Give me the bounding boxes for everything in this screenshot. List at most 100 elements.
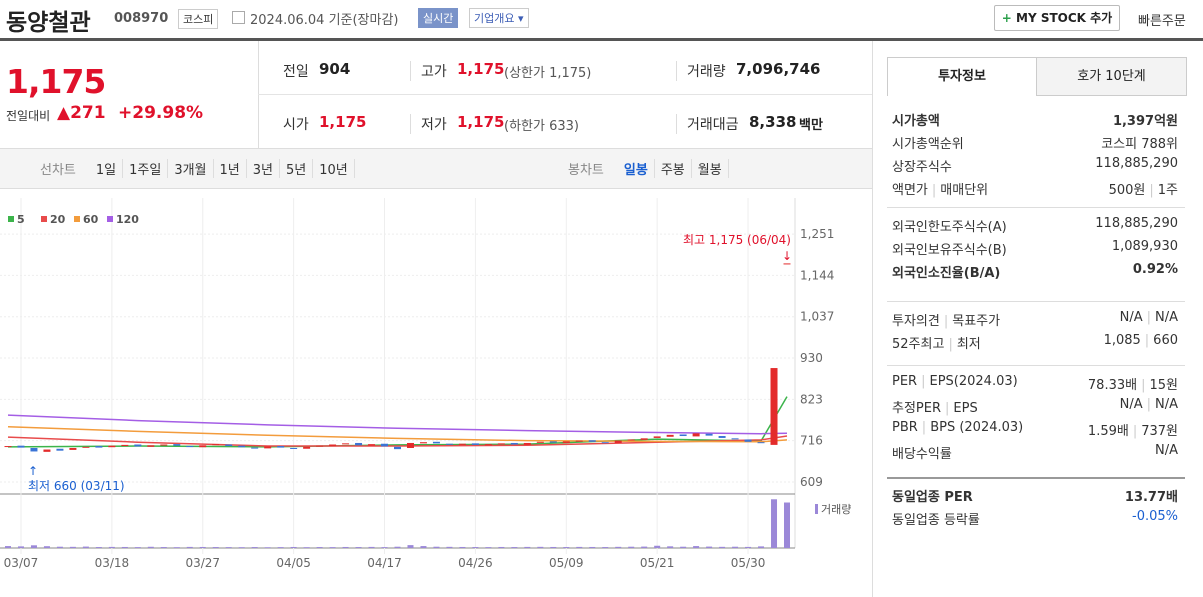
x-tick-label: 04/26 <box>458 556 493 570</box>
volume-bar <box>381 547 388 548</box>
candle <box>355 442 363 446</box>
candle <box>238 445 246 448</box>
x-tick-label: 05/09 <box>549 556 584 570</box>
volume-bar <box>303 547 310 548</box>
value-text: 1주 <box>1157 183 1178 198</box>
toolbar-tab[interactable]: 주봉 <box>661 159 692 178</box>
volume-bar <box>186 546 193 548</box>
candle <box>575 440 583 442</box>
base-date: 2024.06.04 기준(장마감) <box>250 13 399 28</box>
info-label: 상장주식수 <box>892 156 952 175</box>
volume-bar <box>394 546 401 548</box>
volume-bar <box>576 546 583 548</box>
volume-bar <box>498 546 505 548</box>
realtime-badge[interactable]: 실시간 <box>418 8 459 28</box>
label-text: 배당수익률 <box>892 447 952 462</box>
label-text: 추정PER <box>892 401 942 416</box>
candle <box>147 445 155 447</box>
info-row: PBR | BPS (2024.03) 1.59배 | 737원 <box>892 420 1178 439</box>
separator: | <box>948 337 953 352</box>
volume-bar <box>121 546 128 548</box>
value-text: 13.77배 <box>1124 490 1178 505</box>
toolbar-tab[interactable]: 1일 <box>96 159 124 178</box>
volume-bar <box>693 546 700 548</box>
annotation-arrow: ↓ <box>782 249 792 263</box>
volume-bar <box>511 547 518 548</box>
current-price: 1,175 <box>6 62 106 101</box>
moving-average <box>7 425 788 443</box>
quote-label: 거래량 <box>676 61 726 81</box>
value-text: 78.33배 <box>1087 378 1138 393</box>
label-text: 동일업종 등락률 <box>892 513 980 528</box>
chart-toolbar <box>0 148 872 189</box>
candle <box>484 444 492 446</box>
value-text: 1,085 <box>1103 333 1141 348</box>
info-row: 52주최고 | 최저 1,085 | 660 <box>892 333 1178 352</box>
volume-bar <box>641 546 648 548</box>
candle <box>56 448 64 451</box>
info-label: 추정PER | EPS <box>892 397 978 416</box>
quick-order[interactable]: 빠른주문 <box>1138 14 1186 29</box>
value-text: 코스피 788위 <box>1101 137 1178 152</box>
candle <box>588 440 596 442</box>
volume-bar <box>446 546 453 548</box>
value-text: 0.92% <box>1132 262 1178 277</box>
toolbar-tab[interactable]: 3개월 <box>174 159 214 178</box>
annotation: 최고 1,175 (06/04) <box>683 233 791 247</box>
toolbar-tab[interactable]: 5년 <box>286 159 314 178</box>
change-label: 전일대비 <box>6 109 51 123</box>
x-tick-label: 03/27 <box>185 556 220 570</box>
toolbar-tab[interactable]: 10년 <box>319 159 355 178</box>
mystock-button[interactable]: + MY STOCK 추가 <box>994 5 1120 31</box>
toolbar-tab[interactable]: 1주일 <box>129 159 169 178</box>
candle <box>277 446 285 448</box>
candle <box>316 445 324 447</box>
stock-name: 동양철관 <box>6 10 91 36</box>
info-label: 시가총액순위 <box>892 133 964 152</box>
volume-bar <box>654 545 661 548</box>
candle <box>251 447 259 449</box>
candle <box>523 442 531 445</box>
volume-bar <box>329 547 336 548</box>
candle <box>17 445 25 448</box>
panel-tab[interactable]: 호가 10단계 <box>1036 57 1187 96</box>
label-text: 상장주식수 <box>892 160 952 175</box>
volume-bar <box>732 546 739 548</box>
quote-label: 전일 <box>283 64 309 80</box>
y-tick-label: 1,037 <box>800 310 834 324</box>
label-text: 투자의견 <box>892 314 940 329</box>
panel-tab[interactable]: 투자정보 <box>887 57 1037 96</box>
info-row: 동일업종 등락률 -0.05% <box>892 509 1178 528</box>
quote-value: 1,175 <box>457 113 505 131</box>
volume-bar <box>5 546 11 548</box>
toolbar-tab[interactable]: 월봉 <box>698 159 729 178</box>
toolbar-tab[interactable]: 일봉 <box>624 159 655 178</box>
x-tick-label: 05/30 <box>731 556 766 570</box>
candle <box>692 433 700 437</box>
label-text: PBR <box>892 420 918 435</box>
volume-bar <box>368 546 375 548</box>
company-button[interactable]: 기업개요 ▾ <box>469 8 529 28</box>
separator: | <box>943 314 949 329</box>
candle <box>290 447 298 449</box>
divider <box>258 94 872 95</box>
info-value: 1.59배 | 737원 <box>1088 420 1178 439</box>
info-value: 118,885,290 <box>1095 156 1178 175</box>
stock-code: 008970 <box>114 11 169 26</box>
legend-label: 20 <box>50 213 66 226</box>
label-text: EPS(2024.03) <box>929 374 1018 389</box>
info-value: 13.77배 <box>1125 486 1178 505</box>
value-text: N/A <box>1155 443 1178 458</box>
volume-bar <box>108 546 115 548</box>
toolbar-tab[interactable]: 1년 <box>220 159 247 178</box>
candle <box>510 442 518 445</box>
legend-swatch <box>41 216 47 222</box>
label-text: 목표주가 <box>952 314 1001 329</box>
candle <box>432 441 440 444</box>
label-text: 외국인한도주식수(A) <box>892 220 1007 235</box>
toolbar-tab[interactable]: 3년 <box>253 159 280 178</box>
y-tick-label: 930 <box>800 351 823 365</box>
candle <box>82 446 90 448</box>
separator: | <box>1144 333 1150 348</box>
candle <box>368 444 376 446</box>
